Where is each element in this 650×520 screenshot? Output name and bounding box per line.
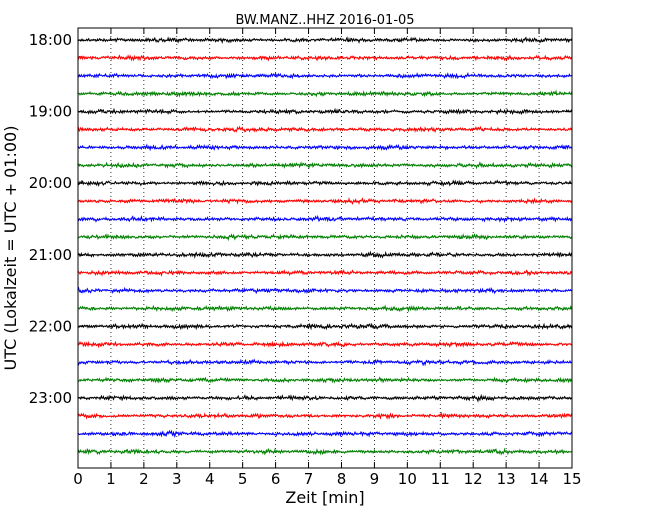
seismic-trace <box>77 36 573 44</box>
seismic-trace <box>77 447 573 456</box>
x-tick-label: 5 <box>238 470 248 488</box>
plot-frame <box>77 27 573 469</box>
x-tick-label: 13 <box>497 470 516 488</box>
seismic-trace <box>77 429 573 439</box>
seismic-trace <box>77 214 573 224</box>
y-tick-label: 21:00 <box>29 246 72 264</box>
x-tick-label: 7 <box>304 470 314 488</box>
y-axis-ticks: 18:00 19:00 20:00 21:00 22:00 23:00 <box>29 31 572 407</box>
seismic-trace <box>77 358 573 367</box>
x-tick-label: 9 <box>370 470 380 488</box>
seismic-trace <box>77 393 573 403</box>
x-tick-label: 4 <box>205 470 215 488</box>
x-axis-ticks: 0 1 2 3 4 5 6 7 8 9 10 11 12 13 14 15 <box>73 28 582 488</box>
seismic-trace <box>77 89 573 98</box>
y-tick-label: 18:00 <box>29 31 72 49</box>
y-tick-label: 19:00 <box>29 103 72 121</box>
x-tick-label: 11 <box>431 470 450 488</box>
seismic-trace <box>77 197 573 206</box>
x-tick-label: 2 <box>139 470 149 488</box>
seismic-trace <box>77 161 573 170</box>
x-tick-label: 6 <box>271 470 281 488</box>
x-tick-label: 14 <box>530 470 549 488</box>
seismic-trace <box>77 286 573 295</box>
x-tick-label: 15 <box>562 470 581 488</box>
x-tick-label: 8 <box>337 470 347 488</box>
seismic-trace <box>77 411 573 420</box>
y-tick-label: 20:00 <box>29 174 72 192</box>
seismic-trace <box>77 54 573 62</box>
y-tick-label: 23:00 <box>29 389 72 407</box>
seismic-trace <box>77 269 573 278</box>
y-tick-label: 22:00 <box>29 317 72 335</box>
x-tick-label: 10 <box>398 470 417 488</box>
seismic-trace <box>77 304 573 313</box>
chart-title: BW.MANZ..HHZ 2016-01-05 <box>235 13 414 28</box>
x-tick-label: 1 <box>106 470 116 488</box>
seismic-trace <box>77 125 573 133</box>
vertical-grid <box>110 28 540 468</box>
seismic-trace <box>77 233 573 242</box>
seismic-trace <box>77 71 573 80</box>
seismic-trace <box>77 376 573 384</box>
seismic-trace <box>77 179 573 188</box>
x-axis-label: Zeit [min] <box>285 488 364 507</box>
trace-group <box>77 36 573 456</box>
x-tick-label: 0 <box>73 470 83 488</box>
seismic-trace <box>77 107 573 116</box>
seismic-trace <box>77 340 573 349</box>
seismic-trace <box>77 250 573 259</box>
x-tick-label: 3 <box>172 470 182 488</box>
seismic-trace <box>77 322 573 331</box>
seismic-trace <box>77 143 573 152</box>
y-axis-label: UTC (Lokalzeit = UTC + 01:00) <box>1 126 20 371</box>
x-tick-label: 12 <box>464 470 483 488</box>
